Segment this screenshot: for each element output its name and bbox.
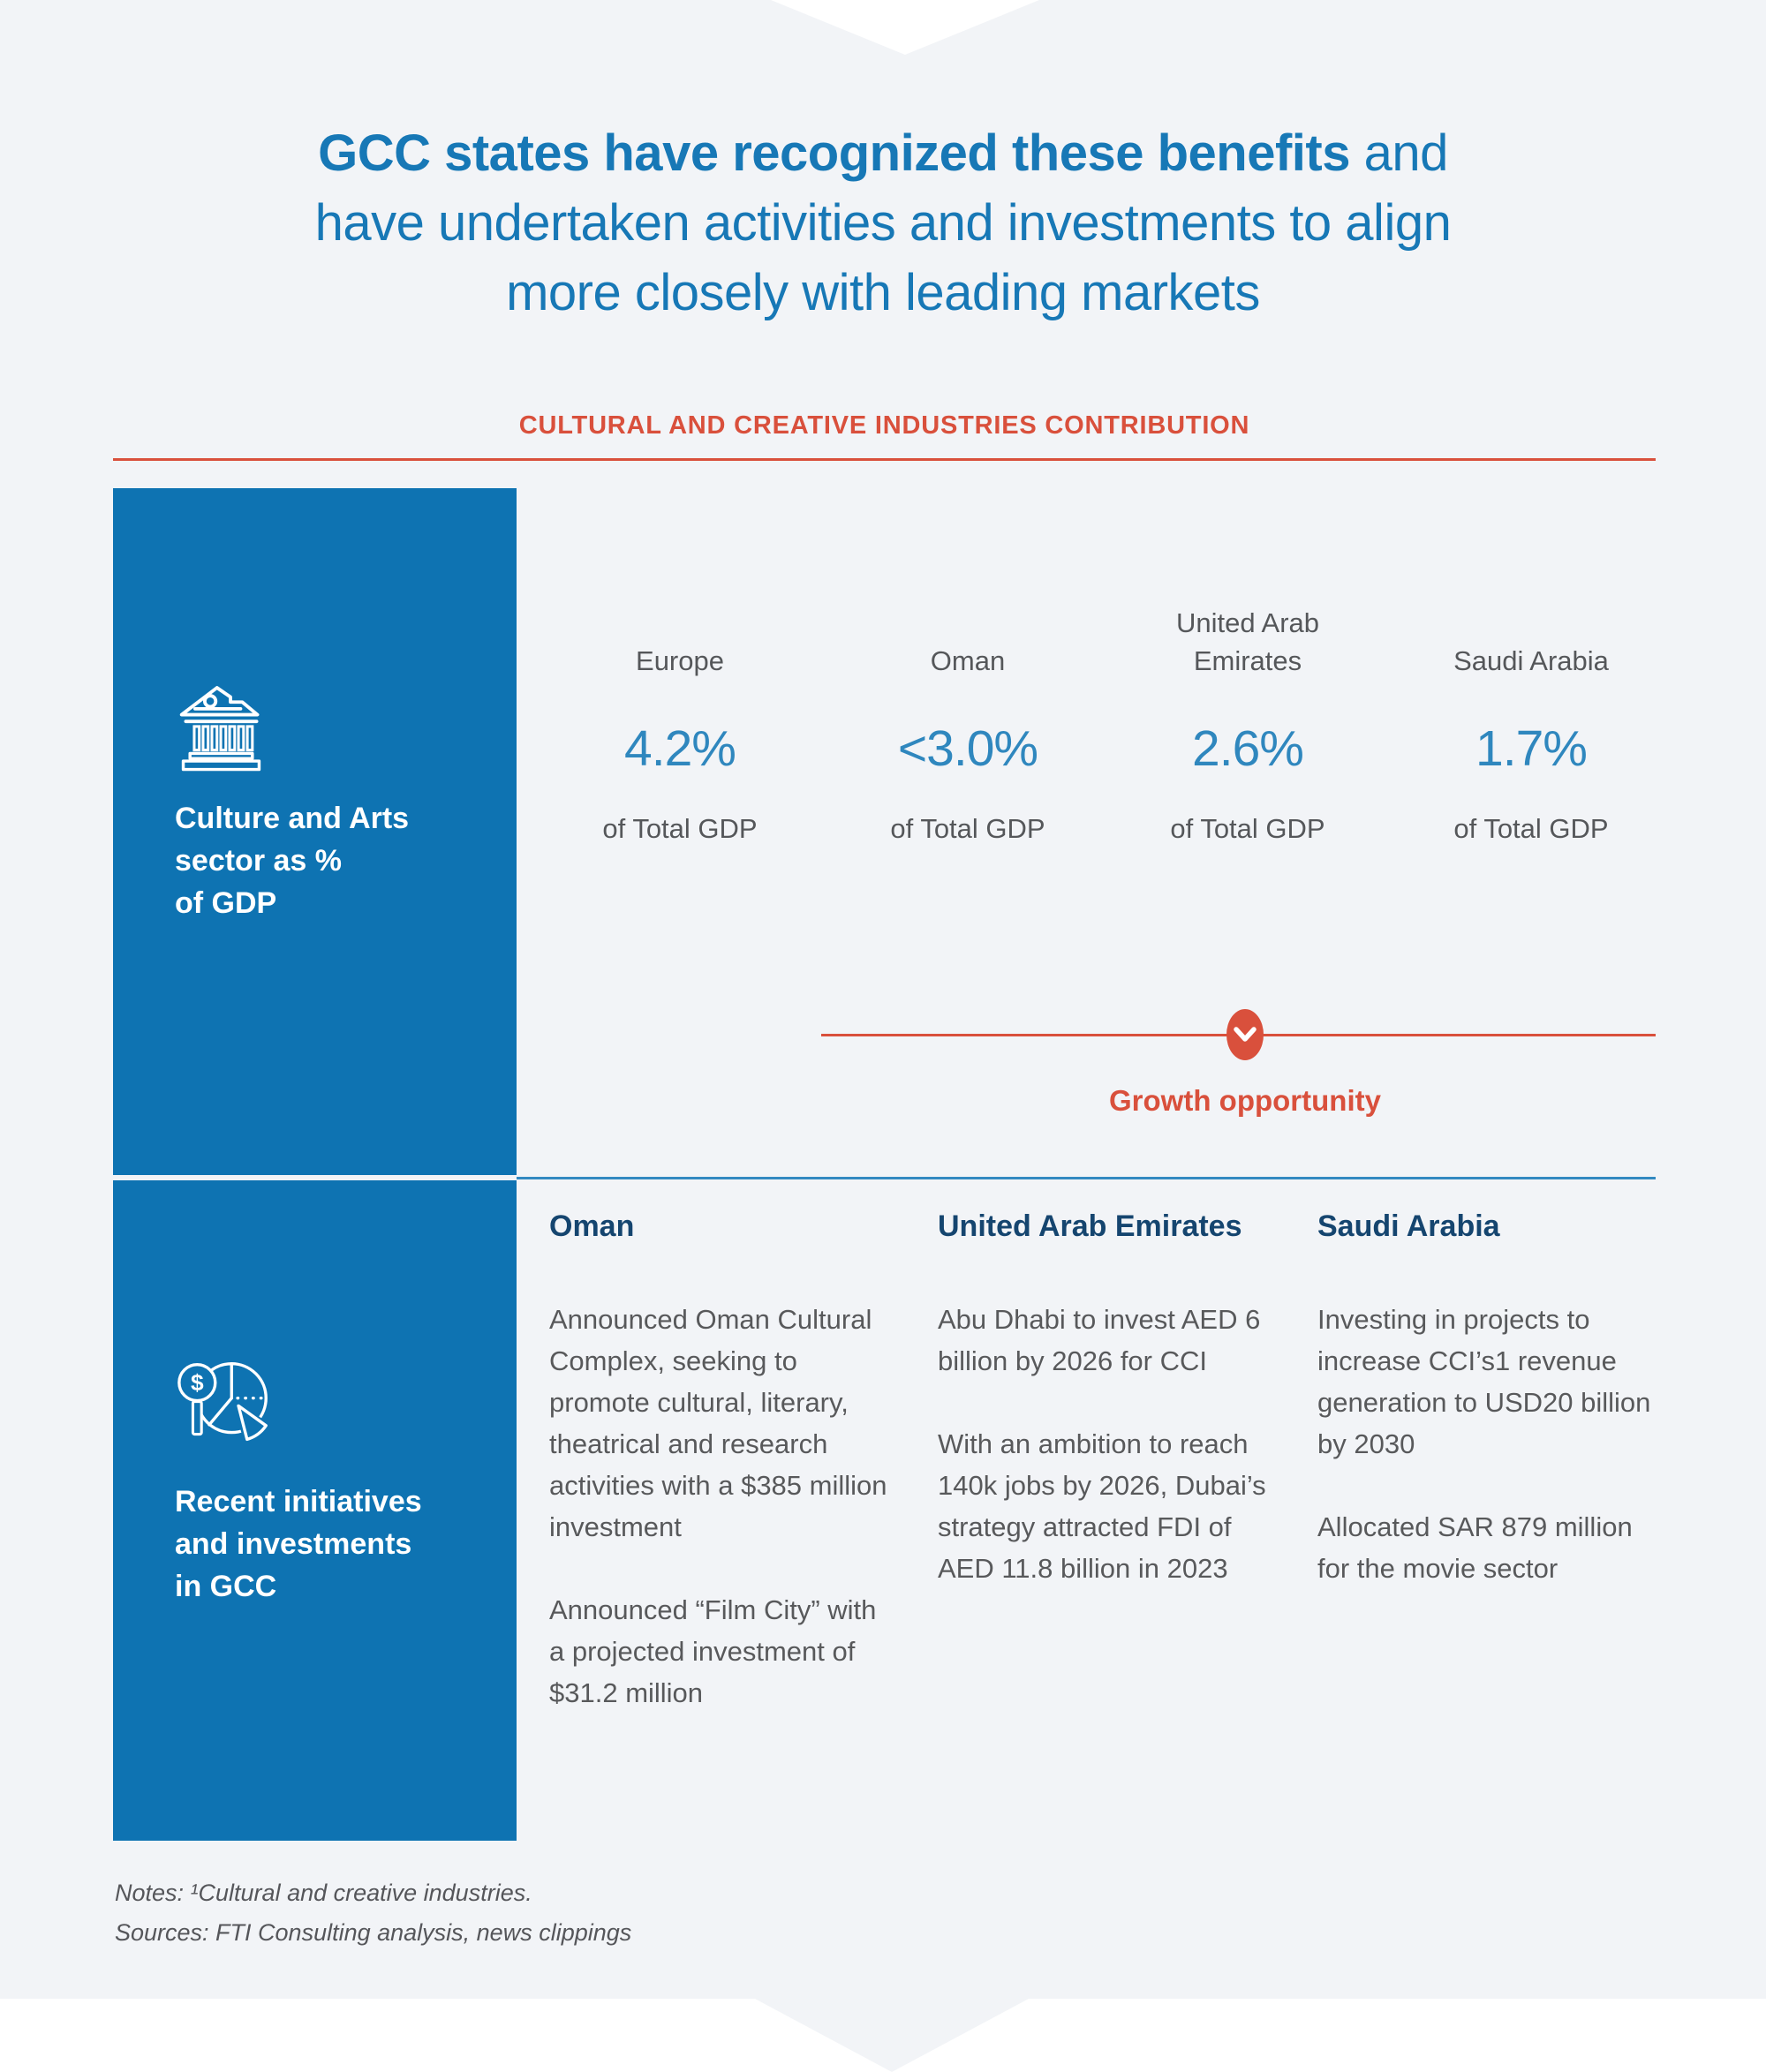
chevron-down-icon [1226, 1009, 1264, 1060]
initiatives-column-uae: United Arab Emirates Abu Dhabi to invest… [938, 1209, 1280, 1589]
stat-value: 4.2% [624, 720, 736, 777]
initiative-paragraph: Investing in projects to increase CCI’s1… [1317, 1304, 1651, 1459]
stat-caption: of Total GDP [1170, 813, 1325, 844]
stat-caption: of Total GDP [602, 813, 758, 844]
magnifier-pie-chart-icon: $ [175, 1353, 274, 1457]
section-heading: CULTURAL AND CREATIVE INDUSTRIES CONTRIB… [518, 411, 1250, 440]
sources-line: Sources: FTI Consulting analysis, news c… [115, 1919, 632, 1946]
stat-country-label: Saudi Arabia [1453, 645, 1609, 676]
svg-text:$: $ [191, 1369, 204, 1396]
title-regular-text: and [1349, 124, 1449, 182]
notes-line: Notes: ¹Cultural and creative industries… [115, 1880, 532, 1906]
initiative-paragraph: Announced “Film City” with a projected i… [549, 1594, 877, 1708]
gdp-sidebar-label: Culture and Arts sector as % of GDP [175, 802, 410, 920]
initiatives-sidebar-label: Recent initiatives and investments in GC… [175, 1485, 422, 1603]
stat-value: <3.0% [897, 720, 1038, 777]
stat-country-label: Europe [636, 645, 724, 676]
title-line-2: have undertaken activities and investmen… [314, 194, 1452, 252]
stat-caption: of Total GDP [1453, 813, 1609, 844]
museum-building-icon [175, 675, 268, 779]
initiatives-column-saudi-arabia: Saudi Arabia Investing in projects to in… [1317, 1209, 1656, 1589]
column-heading: Saudi Arabia [1317, 1209, 1500, 1243]
stat-country-label: United Arab Emirates [1176, 607, 1319, 676]
column-heading: United Arab Emirates [938, 1209, 1242, 1243]
initiative-paragraph: Announced Oman Cultural Complex, seeking… [549, 1304, 887, 1542]
page-title: GCC states have recognized these benefit… [0, 118, 1766, 328]
row-divider-line [517, 1177, 1656, 1179]
stat-value: 2.6% [1192, 720, 1304, 777]
top-section-divider-chevron [771, 0, 1039, 55]
stat-value: 1.7% [1475, 720, 1588, 777]
section-heading-rule [113, 458, 1656, 461]
title-bold-text: GCC states have recognized these benefit… [318, 124, 1350, 182]
gdp-sidebar-panel: Culture and Arts sector as % of GDP [113, 488, 517, 1175]
stat-caption: of Total GDP [890, 813, 1045, 844]
initiatives-column-oman: Oman Announced Oman Cultural Complex, se… [549, 1209, 889, 1714]
title-line-3: more closely with leading markets [506, 264, 1260, 321]
initiative-paragraph: Abu Dhabi to invest AED 6 billion by 202… [938, 1304, 1261, 1376]
initiatives-sidebar-panel: $ Recent initiatives and investments in … [113, 1180, 517, 1841]
footer-notes: Notes: ¹Cultural and creative industries… [115, 1873, 631, 1953]
growth-opportunity-label: Growth opportunity [1109, 1084, 1381, 1117]
column-heading: Oman [549, 1209, 635, 1243]
initiative-paragraph: Allocated SAR 879 million for the movie … [1317, 1511, 1633, 1584]
bottom-section-divider-chevron [755, 1999, 1029, 2072]
initiative-paragraph: With an ambition to reach 140k jobs by 2… [938, 1428, 1266, 1584]
stat-country-label: Oman [930, 645, 1006, 676]
title-line-1: GCC states have recognized these benefit… [0, 118, 1766, 188]
